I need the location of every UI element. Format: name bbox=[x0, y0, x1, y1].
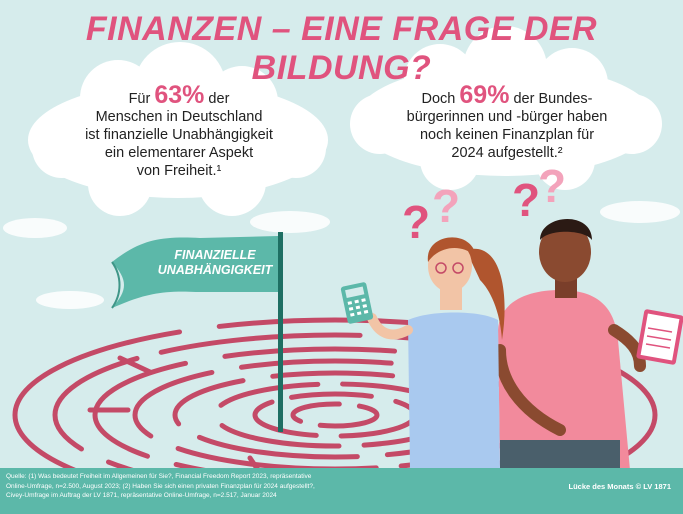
svg-text:?: ? bbox=[402, 196, 430, 248]
flag-label: FINANZIELLE UNABHÄNGIGKEIT bbox=[140, 248, 290, 278]
svg-text:?: ? bbox=[512, 174, 540, 226]
left-line: ist finanzielle Unabhängigkeit bbox=[85, 127, 273, 143]
footer-source-line: Online-Umfrage, n=2.500, August 2023; (2… bbox=[6, 482, 315, 490]
woman-figure bbox=[367, 237, 505, 470]
svg-text:?: ? bbox=[538, 160, 566, 212]
calculator-icon bbox=[340, 282, 374, 324]
question-marks: ? ? ? ? bbox=[402, 160, 566, 248]
right-after-percent: der Bundes- bbox=[509, 91, 593, 107]
right-bubble-text: Doch 69% der Bundes- bürgerinnen und -bü… bbox=[392, 83, 622, 162]
flag bbox=[111, 232, 283, 432]
left-bubble-text: Für 63% der Menschen in Deutschland ist … bbox=[64, 83, 294, 180]
left-percent: 63% bbox=[154, 81, 205, 109]
page-title: FINANZEN – EINE FRAGE DER BILDUNG? bbox=[85, 10, 598, 87]
svg-text:?: ? bbox=[432, 180, 460, 232]
right-prefix: Doch bbox=[421, 91, 460, 107]
man-figure bbox=[494, 218, 646, 470]
flag-label-line2: UNABHÄNGIGKEIT bbox=[157, 263, 273, 277]
flag-label-line1: FINANZIELLE bbox=[174, 248, 256, 262]
left-line: Menschen in Deutschland bbox=[95, 109, 263, 125]
footer-bar: Quelle: (1) Was bedeutet Freiheit im All… bbox=[0, 468, 683, 514]
right-line: noch keinen Finanzplan für bbox=[419, 127, 595, 143]
right-percent: 69% bbox=[459, 81, 510, 109]
clipboard-icon bbox=[636, 309, 683, 365]
footer-source-line: Civey-Umfrage im Auftrag der LV 1871, re… bbox=[6, 492, 277, 499]
right-line: bürgerinnen und -bürger haben bbox=[406, 109, 608, 125]
left-cloud bbox=[28, 42, 328, 216]
left-line: ein elementarer Aspekt bbox=[104, 145, 254, 161]
left-after-percent: der bbox=[204, 91, 230, 107]
footer-source-line: Quelle: (1) Was bedeutet Freiheit im All… bbox=[6, 473, 312, 480]
right-cloud bbox=[350, 26, 662, 190]
footer-sources: Quelle: (1) Was bedeutet Freiheit im All… bbox=[6, 472, 526, 501]
right-line: 2024 aufgestellt.² bbox=[451, 145, 563, 161]
left-prefix: Für bbox=[128, 91, 155, 107]
footer-credit: Lücke des Monats © LV 1871 bbox=[568, 482, 671, 491]
background-clouds bbox=[3, 201, 680, 309]
left-line: von Freiheit.¹ bbox=[136, 163, 222, 179]
